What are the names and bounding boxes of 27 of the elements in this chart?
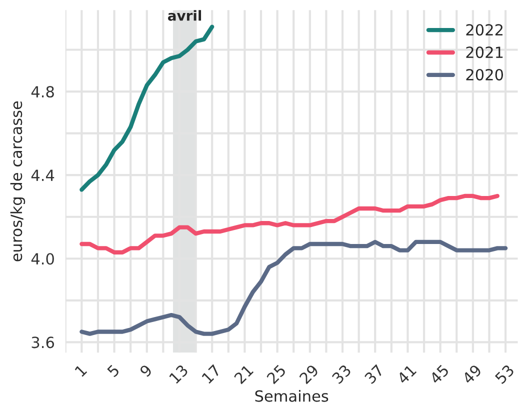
x-tick-label: 33 (331, 364, 352, 384)
band-label: avril (168, 10, 202, 21)
x-tick-label: 49 (462, 364, 482, 385)
legend-label: 2021 (466, 46, 503, 58)
x-tick-label: 17 (202, 364, 222, 384)
legend-label: 2020 (466, 68, 504, 80)
x-tick-label: 5 (106, 364, 120, 378)
x-tick-label: 9 (139, 364, 153, 378)
x-tick-label: 1 (74, 364, 88, 377)
line-series (80, 194, 500, 254)
x-tick-label: 21 (234, 364, 254, 384)
y-tick-label: 3.6 (32, 336, 54, 348)
line-series (80, 24, 214, 192)
x-tick-label: 29 (298, 364, 320, 384)
x-tick-label: 45 (429, 364, 450, 385)
line-series (80, 240, 508, 336)
x-axis-title: Semaines (255, 390, 328, 402)
y-tick-label: 4.8 (31, 86, 54, 98)
x-tick-label: 41 (396, 364, 417, 384)
legend-label: 2022 (466, 24, 502, 36)
x-tick-label: 13 (168, 364, 189, 384)
y-axis-title: euros/kg de carcasse (10, 101, 26, 262)
x-tick-label: 53 (494, 364, 515, 384)
y-tick-label: 4.4 (31, 170, 54, 181)
x-tick-label: 37 (364, 364, 384, 384)
x-tick-label: 25 (266, 364, 286, 384)
y-tick-label: 4.0 (31, 253, 54, 265)
